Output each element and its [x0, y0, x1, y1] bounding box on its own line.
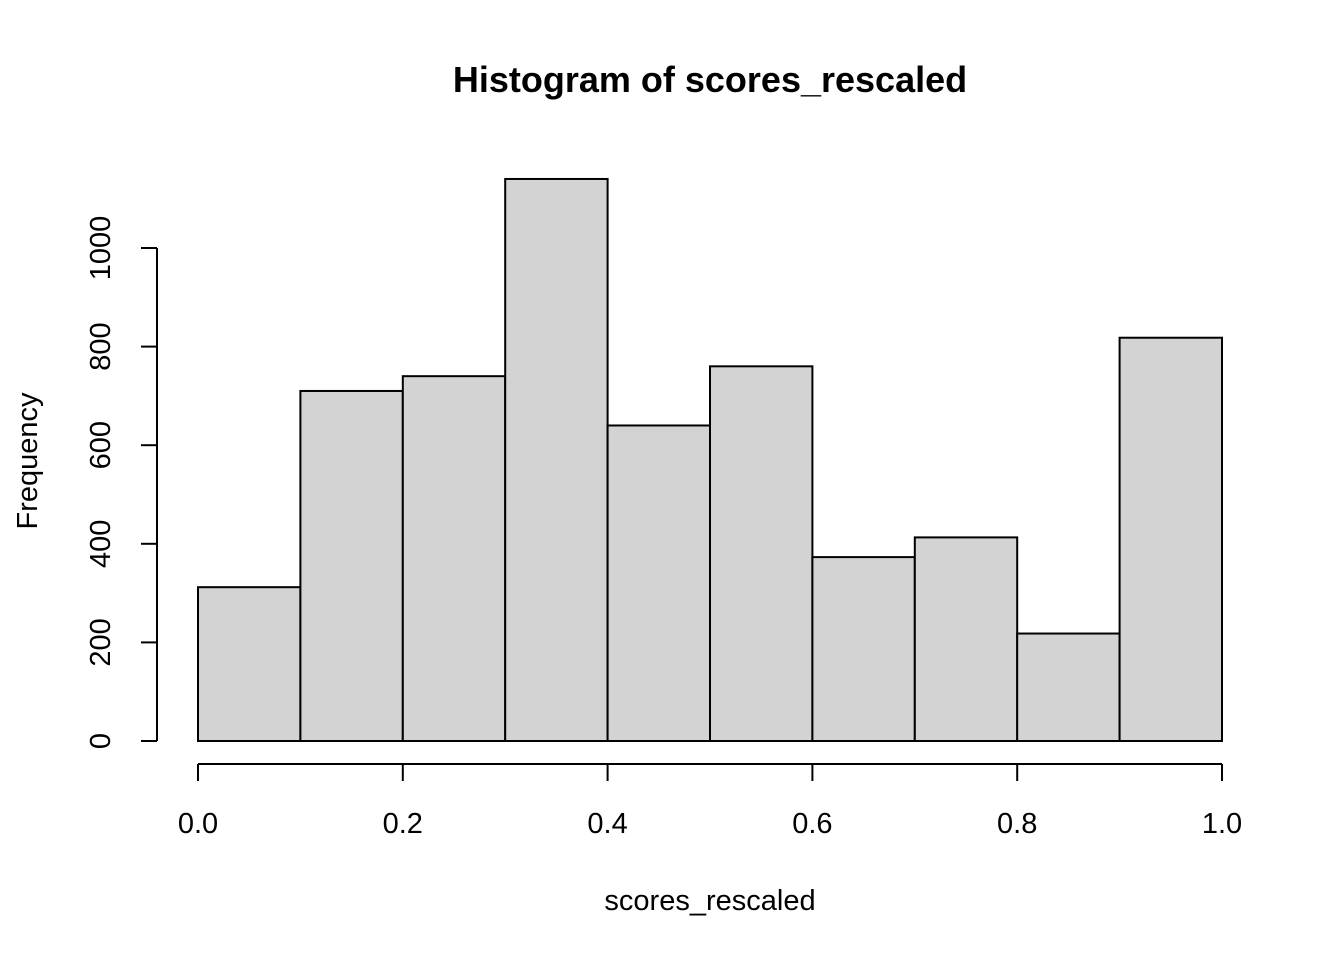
y-tick-label: 1000	[85, 216, 117, 281]
x-axis: 0.0 0.2 0.4 0.6 0.8 1.0	[178, 763, 1242, 840]
y-tick-label: 0	[85, 733, 117, 749]
histogram-bar-3	[504, 177, 609, 743]
histogram-bar-7	[913, 536, 1019, 742]
x-tick-label: 0.0	[178, 808, 218, 840]
histogram-bar-9	[1118, 336, 1223, 742]
x-tick-label: 0.6	[792, 808, 832, 840]
chart-title: Histogram of scores_rescaled	[453, 59, 967, 100]
histogram-bar-2	[401, 375, 507, 742]
histogram-bar-4	[606, 424, 711, 742]
histogram-bar-1	[299, 389, 404, 742]
bars-group	[197, 177, 1223, 743]
histogram-bar-6	[811, 556, 916, 743]
y-axis-label: Frequency	[12, 392, 44, 530]
y-tick-label: 400	[85, 520, 117, 568]
y-axis: 0 200 400 600 800 1000	[85, 216, 158, 749]
y-tick-label: 200	[85, 618, 117, 666]
y-tick-label: 800	[85, 322, 117, 370]
x-tick-label: 0.4	[587, 808, 627, 840]
histogram-bar-5	[709, 365, 814, 742]
histogram-bar-0	[197, 586, 302, 743]
histogram-bar-8	[1016, 632, 1121, 742]
x-tick-label: 0.8	[997, 808, 1037, 840]
y-tick-label: 600	[85, 421, 117, 469]
x-tick-label: 1.0	[1202, 808, 1242, 840]
x-axis-label: scores_rescaled	[604, 885, 815, 917]
x-tick-label: 0.2	[383, 808, 423, 840]
